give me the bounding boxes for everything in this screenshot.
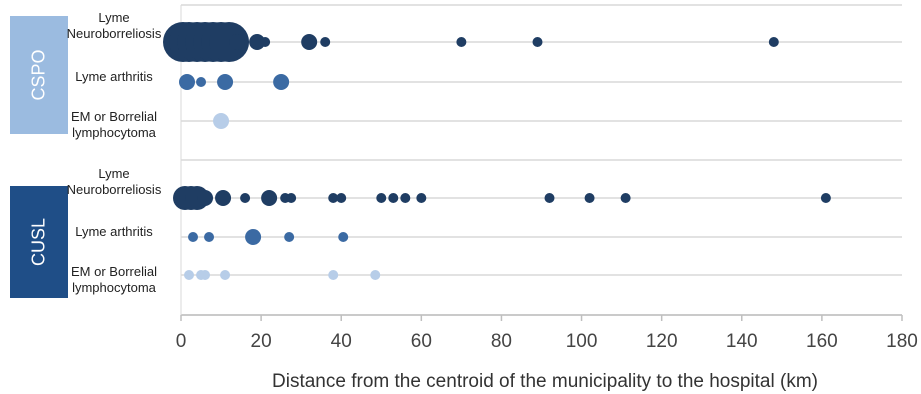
data-point [376, 193, 387, 203]
data-point [240, 193, 251, 203]
x-tick-label: 20 [251, 331, 272, 352]
x-tick-label: 120 [646, 331, 678, 352]
x-tick-label: 160 [806, 331, 838, 352]
category-label: Lyme arthritis [75, 224, 153, 239]
data-point [388, 193, 399, 203]
data-point [196, 77, 207, 87]
category-label: Lyme Neuroborreliosis [66, 10, 162, 41]
data-point [328, 270, 339, 280]
data-point [820, 193, 831, 203]
data-point [261, 190, 278, 206]
data-point [328, 193, 339, 203]
data-point [544, 193, 555, 203]
data-point [260, 37, 271, 47]
data-point [301, 34, 318, 50]
data-point [370, 270, 381, 280]
data-point [620, 193, 631, 203]
data-point [229, 34, 246, 50]
data-point [320, 37, 331, 47]
group-box-cspo: CSPO [10, 16, 68, 134]
x-tick-label: 60 [411, 331, 432, 352]
data-point [204, 232, 215, 242]
data-point [249, 34, 266, 50]
data-point [209, 22, 250, 62]
data-point [245, 229, 262, 245]
x-tick-label: 80 [491, 331, 512, 352]
data-point [416, 193, 427, 203]
x-tick-label: 180 [886, 331, 918, 352]
data-point [184, 270, 195, 280]
data-point [215, 190, 232, 206]
group-box-cusl: CUSL [10, 186, 68, 298]
x-tick-label: 140 [726, 331, 758, 352]
data-point [217, 74, 234, 90]
data-point [768, 37, 779, 47]
category-label: EM or Borrelial lymphocytoma [71, 109, 157, 140]
data-point [532, 37, 543, 47]
category-label: EM or Borrelial lymphocytoma [71, 264, 157, 295]
data-point [220, 270, 231, 280]
data-point [179, 74, 196, 90]
data-point [286, 193, 297, 203]
data-point [197, 190, 214, 206]
data-point [284, 232, 295, 242]
data-point [200, 270, 211, 280]
x-axis-title: Distance from the centroid of the munici… [272, 371, 818, 392]
category-label: Lyme arthritis [75, 69, 153, 84]
data-point [188, 232, 199, 242]
data-point [338, 232, 349, 242]
x-tick-label: 100 [566, 331, 598, 352]
category-label: Lyme Neuroborreliosis [66, 166, 162, 197]
data-point [456, 37, 467, 47]
data-point [400, 193, 411, 203]
data-point [213, 113, 230, 129]
data-point [273, 74, 290, 90]
data-point [584, 193, 595, 203]
x-tick-label: 0 [176, 331, 187, 352]
x-tick-label: 40 [331, 331, 352, 352]
data-point [336, 193, 347, 203]
